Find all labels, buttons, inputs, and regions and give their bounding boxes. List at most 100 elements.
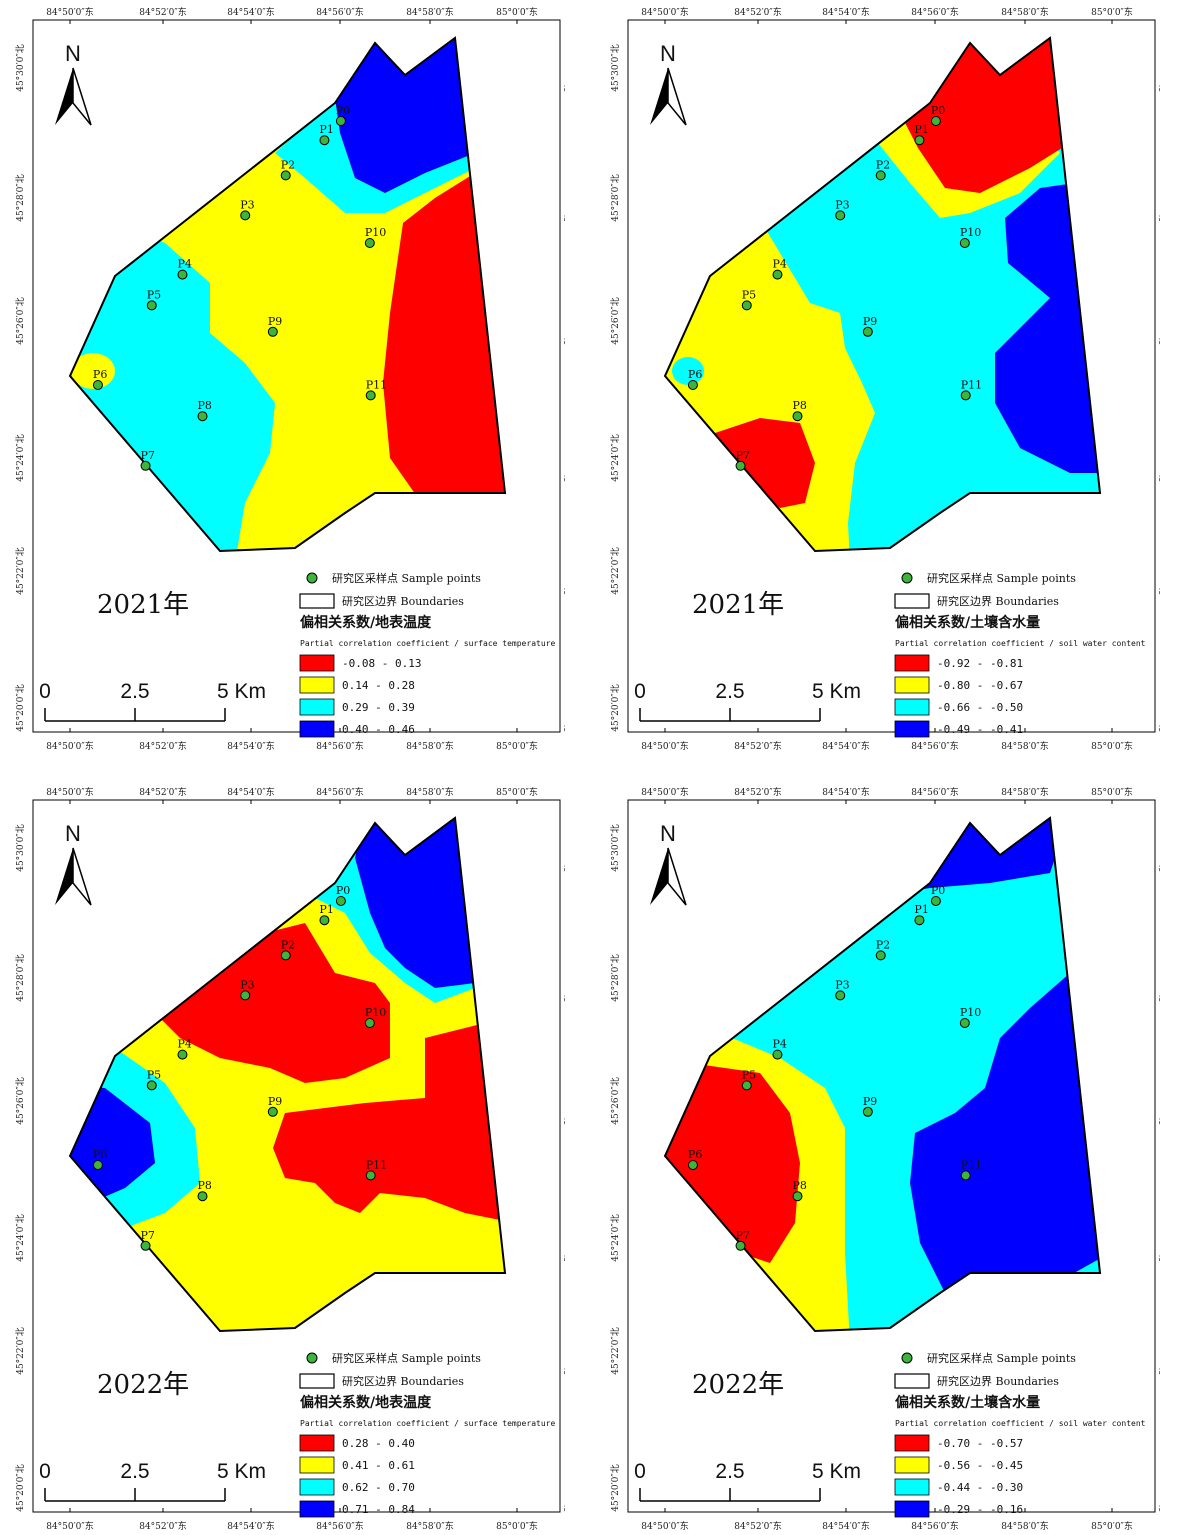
legend-class-swatch (299, 720, 335, 738)
legend: 2022年 研究区采样点 Sample points 研究区边界 Boundarie… (692, 1351, 1146, 1518)
scale-bar-label: 2.5 (120, 680, 149, 703)
lat-tick-label-left: 45°26′0″北 (610, 297, 621, 345)
sample-point-label: P4 (177, 258, 191, 271)
lon-tick-label-bottom: 85°0′0″东 (496, 740, 538, 752)
lon-tick-label-top: 84°52′0″东 (734, 786, 782, 798)
sample-point-label: P0 (336, 104, 350, 117)
lat-tick-label-right: 45°24′0″北 (1157, 434, 1160, 482)
lat-tick-label-left: 45°24′0″北 (610, 434, 621, 482)
scale-bar-label: 0 (634, 1460, 646, 1483)
scale-bar-label: 0 (634, 680, 646, 703)
sample-point-label: P11 (366, 1158, 387, 1171)
lat-tick-label-left: 45°28′0″北 (610, 174, 621, 222)
lon-tick-label-bottom: 84°54′0″东 (227, 740, 275, 752)
lat-tick-label-right: 45°30′0″北 (562, 824, 565, 872)
map-panel-2022-soil-water-content: 84°50′0″东 84°50′0″东 84°52′0″东 84°52′0″东 84°5… (600, 783, 1160, 1535)
sample-point-label: P9 (863, 315, 877, 328)
sample-point-label: P1 (319, 903, 333, 916)
lon-tick-label-bottom: 84°58′0″东 (1001, 740, 1049, 752)
north-label: N (660, 821, 676, 846)
lon-tick-label-top: 84°56′0″东 (316, 6, 364, 18)
sample-point-label: P7 (736, 1229, 750, 1242)
legend-title: 偏相关系数/地表温度 (300, 614, 432, 631)
lat-tick-label-right: 45°20′0″北 (562, 1464, 565, 1512)
legend-class-label: 0.29 - 0.39 (342, 701, 415, 714)
sample-point-label: P7 (141, 1229, 155, 1242)
north-label: N (65, 41, 81, 66)
sample-point-label: P8 (198, 1179, 212, 1192)
legend-class-swatch (299, 1434, 335, 1452)
sample-point-label: P9 (268, 315, 282, 328)
sample-point-marker (335, 896, 346, 906)
legend-sample-points-label: 研究区采样点 Sample points (332, 571, 481, 585)
legend-class-swatch (894, 1478, 930, 1496)
sample-point-marker (741, 1080, 752, 1091)
legend-title: 偏相关系数/土壤含水量 (895, 1394, 1040, 1411)
legend-class-swatch (299, 698, 335, 716)
sample-point-marker (772, 1049, 783, 1060)
sample-point-marker (959, 238, 970, 248)
sample-point-label: P5 (742, 288, 756, 301)
north-arrow-icon: N (650, 821, 687, 906)
north-arrow-icon: N (55, 821, 92, 906)
scale-bar: 0 2.5 5 Km (39, 680, 266, 722)
legend-boundary-icon (299, 1373, 335, 1389)
lat-tick-label-right: 45°20′0″北 (1157, 684, 1160, 732)
sample-point-marker (197, 411, 208, 422)
scale-bar-label: 0 (39, 1460, 51, 1483)
lon-tick-label-bottom: 84°50′0″东 (641, 740, 689, 752)
lon-ticks-top: 84°50′0″东 84°50′0″东 84°52′0″东 84°52′0″东 84°5… (610, 6, 1160, 752)
lat-tick-label-left: 45°26′0″北 (610, 1077, 621, 1125)
lat-tick-label-left: 45°24′0″北 (15, 1214, 26, 1262)
sample-point-label: P10 (365, 226, 386, 239)
lon-tick-label-top: 85°0′0″东 (496, 6, 538, 18)
legend-class-label: 0.71 - 0.84 (342, 1503, 415, 1516)
lat-tick-label-right: 45°22′0″北 (1157, 1327, 1160, 1375)
sample-point-marker (92, 380, 103, 390)
lat-tick-label-right: 45°26′0″北 (1157, 1077, 1160, 1125)
legend-boundary-icon (894, 593, 930, 609)
lon-tick-label-top: 84°54′0″东 (822, 786, 870, 798)
legend-boundaries-label: 研究区边界 Boundaries (342, 594, 464, 608)
sample-point-marker (267, 326, 278, 337)
sample-point-marker (365, 1170, 376, 1181)
lon-tick-label-bottom: 84°50′0″东 (46, 1520, 94, 1532)
legend-subtitle: Partial correlation coefficient / soil w… (895, 639, 1146, 648)
legend-class-label: -0.92 - -0.81 (937, 657, 1023, 670)
sample-point-label: P3 (835, 198, 849, 211)
sample-point-label: P3 (835, 978, 849, 991)
sample-point-label: P8 (793, 399, 807, 412)
legend-class-label: 0.14 - 0.28 (342, 679, 415, 692)
lon-tick-label-bottom: 84°56′0″东 (911, 740, 959, 752)
sample-point-marker (364, 238, 375, 248)
sample-point-label: P10 (960, 1006, 981, 1019)
lon-tick-label-top: 84°58′0″东 (1001, 786, 1049, 798)
lat-tick-label-right: 45°20′0″北 (1157, 1464, 1160, 1512)
lon-ticks-top: 84°50′0″东 84°50′0″东 84°52′0″东 84°52′0″东 84°5… (610, 786, 1160, 1532)
lon-tick-label-top: 84°56′0″东 (316, 786, 364, 798)
legend-class-label: -0.29 - -0.16 (937, 1503, 1023, 1516)
lon-ticks-top: 84°50′0″东 84°50′0″东 84°52′0″东 84°52′0″东 84°5… (15, 6, 565, 752)
legend-subtitle: Partial correlation coefficient / surfac… (300, 1419, 555, 1428)
legend-class-label: -0.08 - 0.13 (342, 657, 421, 670)
lon-tick-label-top: 84°50′0″东 (46, 6, 94, 18)
legend-boundaries-label: 研究区边界 Boundaries (342, 1374, 464, 1388)
sample-point-label: P2 (876, 938, 890, 951)
sample-point-marker (197, 1191, 208, 1202)
legend: 2022年 研究区采样点 Sample points 研究区边界 Boundarie… (97, 1351, 555, 1518)
lat-tick-label-right: 45°24′0″北 (562, 1214, 565, 1262)
lat-tick-label-left: 45°26′0″北 (15, 297, 26, 345)
legend-class-swatch (299, 1456, 335, 1474)
lat-tick-label-left: 45°28′0″北 (15, 954, 26, 1002)
lat-tick-label-left: 45°22′0″北 (15, 1327, 26, 1375)
legend-sample-point-icon (306, 1352, 318, 1364)
sample-point-marker (335, 116, 346, 126)
sample-point-marker (140, 460, 151, 471)
lon-tick-label-bottom: 84°56′0″东 (911, 1520, 959, 1532)
sample-point-label: P7 (736, 449, 750, 462)
scale-bar-label: 2.5 (715, 680, 744, 703)
sample-point-label: P5 (742, 1068, 756, 1081)
lat-tick-label-left: 45°22′0″北 (15, 547, 26, 595)
